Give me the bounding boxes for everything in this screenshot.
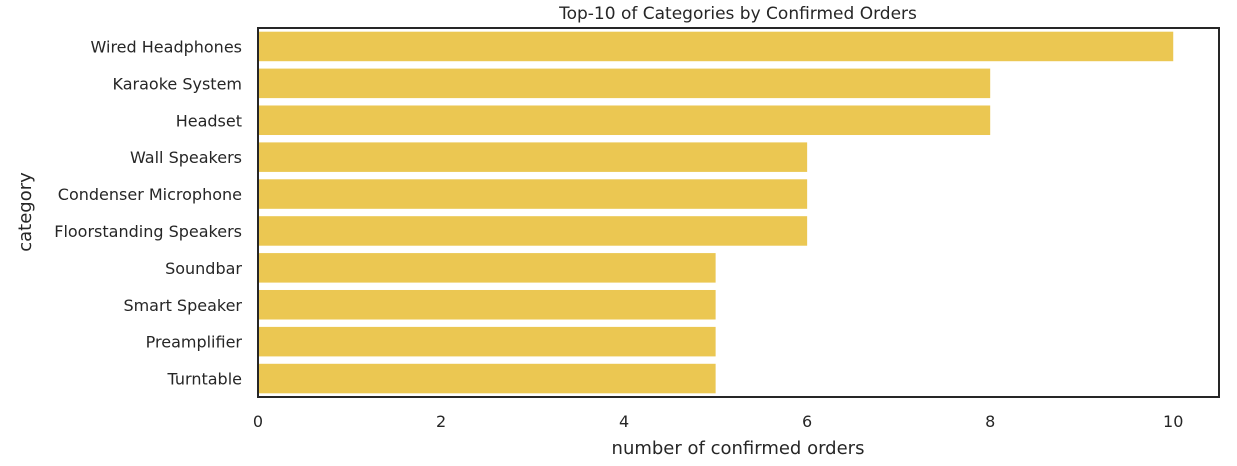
bar-soundbar	[258, 253, 716, 283]
y-tick-label: Karaoke System	[113, 74, 242, 93]
y-tick-labels: Wired Headphones Karaoke System Headset Wal…	[54, 37, 242, 388]
bar-smart-speaker	[258, 289, 716, 320]
bars-group	[258, 31, 1174, 394]
bar-floorstanding-speakers	[258, 216, 808, 246]
x-tick-label: 10	[1163, 412, 1183, 431]
bar-karaoke-system	[258, 68, 991, 99]
x-tick-label: 6	[802, 412, 812, 431]
bar-turntable	[258, 363, 716, 394]
y-tick-label: Floorstanding Speakers	[54, 222, 242, 241]
x-tick-label: 4	[619, 412, 629, 431]
y-tick-label: Turntable	[167, 370, 242, 389]
bar-preamplifier	[258, 326, 716, 357]
y-tick-label: Preamplifier	[146, 333, 243, 352]
x-tick-label: 8	[985, 412, 995, 431]
bar-condenser-microphone	[258, 179, 808, 209]
x-axis-label: number of confirmed orders	[612, 438, 865, 459]
x-tick-label: 2	[436, 412, 446, 431]
bar-wall-speakers	[258, 142, 808, 172]
y-tick-label: Condenser Microphone	[58, 185, 242, 204]
y-tick-label: Headset	[176, 111, 242, 130]
x-tick-label: 0	[253, 412, 263, 431]
y-tick-label: Wired Headphones	[91, 37, 242, 56]
y-axis-label: category	[15, 172, 36, 252]
bar-wired-headphones	[258, 31, 1174, 62]
bar-headset	[258, 105, 991, 136]
y-tick-label: Wall Speakers	[130, 148, 242, 167]
x-ticks: 0 2 4 6 8 10	[253, 412, 1184, 431]
plot-frame	[257, 27, 1220, 398]
chart-title: Top-10 of Categories by Confirmed Orders	[558, 4, 917, 24]
y-tick-label: Smart Speaker	[123, 296, 242, 315]
y-tick-label: Soundbar	[165, 259, 242, 278]
